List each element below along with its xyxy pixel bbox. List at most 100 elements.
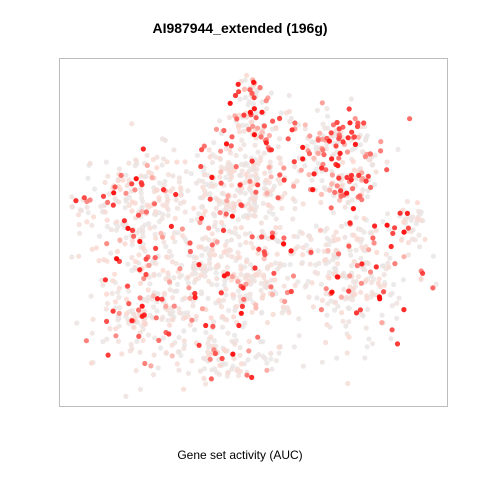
data-point [336,155,342,161]
data-point [250,101,257,107]
data-point [235,217,241,223]
data-point [237,242,243,248]
data-point [232,193,238,199]
data-point [207,196,213,202]
data-point [219,355,225,362]
data-point [328,130,334,136]
data-point [318,199,324,206]
data-point [258,134,264,140]
data-point [84,204,90,210]
data-point [359,244,365,250]
data-point [323,286,329,292]
data-point [299,230,305,236]
data-point [165,197,171,203]
data-point [141,275,147,282]
data-point [228,174,234,180]
data-point [154,308,160,314]
data-point [175,349,181,355]
data-point [264,190,270,196]
data-point [346,319,352,325]
data-point [103,159,109,165]
data-point [368,184,374,190]
data-point [152,224,158,230]
data-point [348,172,355,178]
data-point [218,169,224,175]
data-point [263,279,269,285]
data-point [238,225,244,231]
data-point [245,357,251,363]
data-point [198,215,204,221]
data-point [151,304,157,310]
data-point [110,278,116,284]
data-point [74,320,80,326]
data-point [238,310,244,316]
data-point [205,295,211,301]
data-point [123,235,129,241]
data-point [237,254,243,260]
data-point [329,289,335,295]
data-point [361,120,367,126]
data-point [236,322,242,329]
data-point [199,147,205,153]
data-point [96,258,102,264]
data-point [379,320,385,326]
data-point [344,350,350,356]
data-point [246,348,252,354]
data-point [148,363,154,369]
data-point [302,126,308,132]
data-point [192,290,198,297]
data-point [239,303,245,309]
data-point [354,123,361,130]
data-point [267,159,273,165]
data-point [306,172,312,178]
data-point [372,223,378,229]
data-point [220,190,226,197]
data-point [325,301,331,307]
data-point [264,106,270,112]
data-point [89,330,95,336]
data-point [166,248,173,254]
data-point [374,249,380,255]
data-point [356,172,362,178]
data-point [199,306,205,312]
data-point [327,187,333,193]
data-point [370,235,376,241]
data-point [85,175,91,181]
data-point [153,245,159,251]
data-point [187,322,193,328]
data-point [200,184,206,190]
data-point [324,106,330,112]
data-point [381,282,388,288]
data-point [146,262,152,268]
data-point [323,167,329,173]
data-point [172,215,178,221]
data-point [276,344,282,350]
data-point [247,262,254,268]
data-point [255,334,261,340]
data-point [281,177,287,183]
data-point [252,142,258,148]
data-point [242,153,248,159]
data-point [348,96,354,102]
data-point [98,203,104,209]
data-point [163,303,169,309]
data-point [270,311,276,317]
data-point [320,121,326,127]
data-point [253,171,259,177]
data-point [173,197,179,203]
data-point [133,157,139,163]
data-point [181,345,187,352]
data-point [291,183,297,189]
data-point [236,372,242,379]
data-point [420,270,426,276]
data-point [319,165,325,171]
data-point [269,366,275,372]
data-point [330,210,336,216]
data-point [154,296,161,302]
data-point [251,132,257,138]
data-point [113,333,119,339]
data-point [291,344,297,350]
data-point [365,260,371,267]
data-point [243,171,249,177]
data-point [155,365,161,371]
